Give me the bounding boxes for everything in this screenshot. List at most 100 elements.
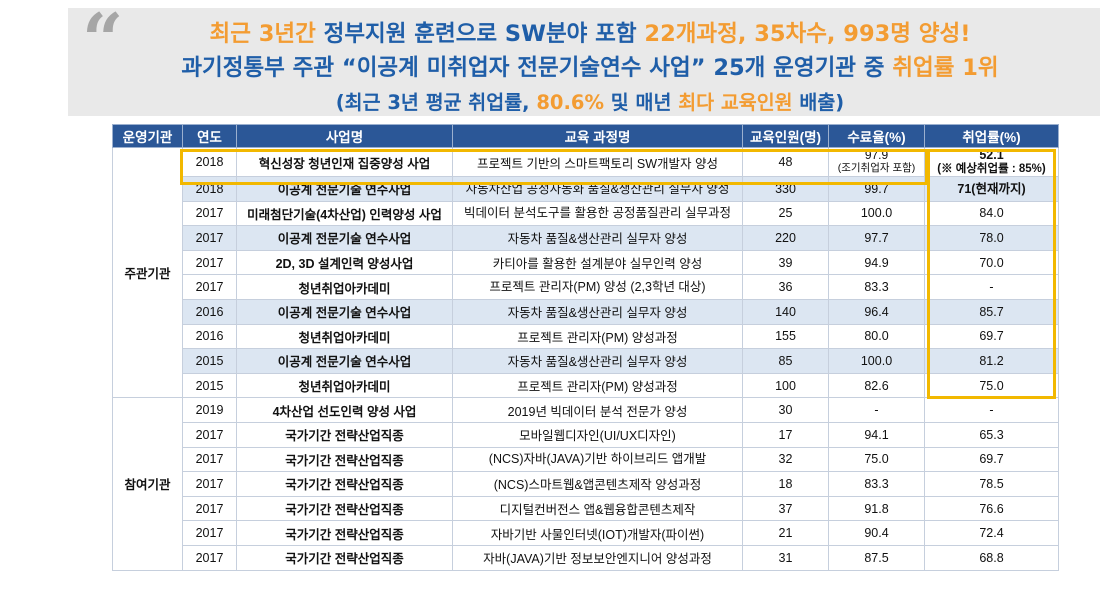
- employment-cell: 78.5: [924, 471, 1059, 497]
- course-cell: 모바일웹디자인(UI/UX디자인): [452, 421, 743, 448]
- headline-banner: [68, 8, 1100, 116]
- completion-cell: 83.3: [828, 274, 925, 300]
- table-row: 2017 국가기간 전략산업직종 디지털컨버전스 앱&웹융합콘텐츠제작 37 91.8 7…: [113, 495, 1059, 522]
- year-cell: 2017: [182, 421, 237, 448]
- year-cell: 2017: [182, 544, 237, 571]
- program-cell: 청년취업아카데미: [236, 323, 453, 350]
- course-cell: 프로젝트 관리자(PM) 양성과정: [452, 372, 743, 399]
- employment-cell: 65.3: [924, 421, 1059, 448]
- program-cell: 국가기간 전략산업직종: [236, 544, 453, 571]
- employment-cell: -: [924, 397, 1059, 423]
- completion-cell: 83.3: [828, 471, 925, 497]
- col-header-employment: 취업률(%): [924, 124, 1059, 148]
- course-cell: 프로젝트 관리자(PM) 양성과정: [452, 323, 743, 350]
- col-header-course: 교육 과정명: [452, 124, 743, 148]
- course-cell: 디지털컨버전스 앱&웹융합콘텐츠제작: [452, 495, 743, 522]
- completion-note: (조기취업자 포함): [837, 162, 916, 174]
- table-header-row: 운영기관 연도 사업명 교육 과정명 교육인원(명) 수료율(%) 취업률(%): [112, 124, 1059, 148]
- org-group-cell: 참여기관: [112, 397, 183, 571]
- employment-cell: 84.0: [924, 200, 1059, 227]
- program-cell: 혁신성장 청년인재 집중양성 사업: [236, 147, 453, 177]
- employment-cell: 76.6: [924, 495, 1059, 522]
- year-cell: 2017: [182, 446, 237, 473]
- course-cell: (NCS)스마트웹&앱콘텐츠제작 양성과정: [452, 471, 743, 497]
- table-row: 주관기관 2018 혁신성장 청년인재 집중양성 사업 프로젝트 기반의 스마트팩토리…: [112, 146, 1059, 399]
- program-cell: 국가기간 전략산업직종: [236, 471, 453, 497]
- course-cell: 프로젝트 관리자(PM) 양성 (2,3학년 대상): [452, 274, 743, 300]
- people-cell: 18: [742, 471, 829, 497]
- year-cell: 2017: [182, 200, 237, 227]
- employment-cell: 69.7: [924, 446, 1059, 473]
- headline-segment: 최근 3년간: [209, 21, 324, 47]
- people-cell: 21: [742, 520, 829, 546]
- table-row: 참여기관 2019 4차산업 선도인력 양성 사업 2019년 빅데이터 분석 전문가…: [112, 397, 1059, 571]
- employment-cell: 68.8: [924, 544, 1059, 571]
- program-cell: 국가기간 전략산업직종: [236, 421, 453, 448]
- people-cell: 36: [742, 274, 829, 300]
- program-cell: 이공계 전문기술 연수사업: [236, 225, 453, 251]
- people-cell: 48: [742, 147, 829, 177]
- year-cell: 2017: [182, 225, 237, 251]
- course-cell: 자동차 품질&생산관리 실무자 양성: [452, 298, 743, 325]
- people-cell: 85: [742, 348, 829, 374]
- headline-line-1: 최근 3년간 정부지원 훈련으로 SW분야 포함 22개과정, 35차수, 99…: [100, 16, 1080, 48]
- completion-cell: 94.1: [828, 421, 925, 448]
- program-cell: 이공계 전문기술 연수사업: [236, 348, 453, 374]
- completion-cell: 82.6: [828, 372, 925, 399]
- quote-mark-icon: “: [82, 0, 124, 82]
- course-cell: 카티아를 활용한 설계분야 실무인력 양성: [452, 249, 743, 276]
- year-cell: 2017: [182, 471, 237, 497]
- table-row: 2016 청년취업아카데미 프로젝트 관리자(PM) 양성과정 155 80.0 69.7: [113, 323, 1059, 350]
- table-row: 2017 청년취업아카데미 프로젝트 관리자(PM) 양성 (2,3학년 대상) 36…: [113, 274, 1059, 300]
- people-cell: 330: [742, 176, 829, 202]
- headline-segment: 최다 교육인원: [678, 91, 793, 114]
- employment-cell: 78.0: [924, 225, 1059, 251]
- people-cell: 25: [742, 200, 829, 227]
- course-cell: 자동차 품질&생산관리 실무자 양성: [452, 225, 743, 251]
- table-row: 2015 청년취업아카데미 프로젝트 관리자(PM) 양성과정 100 82.6 75.0: [113, 372, 1059, 399]
- employment-cell: 85.7: [924, 298, 1059, 325]
- table-row: 2017 국가기간 전략산업직종 모바일웹디자인(UI/UX디자인) 17 94.1 65…: [113, 421, 1059, 448]
- course-cell: 자바(JAVA)기반 정보보안엔지니어 양성과정: [452, 544, 743, 571]
- completion-cell: 94.9: [828, 249, 925, 276]
- year-cell: 2017: [182, 249, 237, 276]
- employment-cell: 69.7: [924, 323, 1059, 350]
- completion-cell: 75.0: [828, 446, 925, 473]
- program-cell: 청년취업아카데미: [236, 372, 453, 399]
- program-cell: 미래첨단기술(4차산업) 인력양성 사업: [236, 200, 453, 227]
- course-cell: (NCS)자바(JAVA)기반 하이브리드 앱개발: [452, 446, 743, 473]
- program-cell: 국가기간 전략산업직종: [236, 446, 453, 473]
- table-row: 2016 이공계 전문기술 연수사업 자동차 품질&생산관리 실무자 양성 140 96…: [113, 298, 1059, 325]
- people-cell: 17: [742, 421, 829, 448]
- program-cell: 4차산업 선도인력 양성 사업: [236, 397, 453, 423]
- program-cell: 이공계 전문기술 연수사업: [236, 176, 453, 202]
- employment-note: (※ 예상취업률 : 85%): [937, 163, 1046, 175]
- completion-cell: 100.0: [828, 348, 925, 374]
- employment-cell: 70.0: [924, 249, 1059, 276]
- year-cell: 2018: [182, 176, 237, 202]
- completion-cell: 80.0: [828, 323, 925, 350]
- people-cell: 140: [742, 298, 829, 325]
- people-cell: 32: [742, 446, 829, 473]
- year-cell: 2019: [182, 397, 237, 423]
- headline-segment: 과기정통부 주관 “이공계 미취업자 전문기술연수 사업” 25개 운영기관 중: [181, 55, 893, 81]
- people-cell: 100: [742, 372, 829, 399]
- table-row: 2017 국가기간 전략산업직종 자바(JAVA)기반 정보보안엔지니어 양성과정 3…: [113, 544, 1059, 571]
- program-cell: 국가기간 전략산업직종: [236, 520, 453, 546]
- headline-segment: 정부지원 훈련으로 SW분야 포함: [323, 21, 645, 47]
- table-row: 2017 국가기간 전략산업직종 (NCS)자바(JAVA)기반 하이브리드 앱개발…: [113, 446, 1059, 473]
- employment-cell: 81.2: [924, 348, 1059, 374]
- course-cell: 자동차산업 공정자동화 품질&생산관리 실무자 양성: [452, 176, 743, 202]
- org-group-cell: 주관기관: [112, 146, 183, 399]
- people-cell: 39: [742, 249, 829, 276]
- table-row: 2017 국가기간 전략산업직종 (NCS)스마트웹&앱콘텐츠제작 양성과정 18 83…: [113, 471, 1059, 497]
- employment-value: 52.1: [979, 148, 1004, 163]
- employment-cell: -: [924, 274, 1059, 300]
- completion-cell: 90.4: [828, 520, 925, 546]
- program-cell: 이공계 전문기술 연수사업: [236, 298, 453, 325]
- table-row: 2015 이공계 전문기술 연수사업 자동차 품질&생산관리 실무자 양성 85 100…: [113, 348, 1059, 374]
- headline-segment: 및 매년: [604, 91, 679, 114]
- people-cell: 155: [742, 323, 829, 350]
- course-cell: 빅데이터 분석도구를 활용한 공정품질관리 실무과정: [452, 200, 743, 227]
- employment-cell: 72.4: [924, 520, 1059, 546]
